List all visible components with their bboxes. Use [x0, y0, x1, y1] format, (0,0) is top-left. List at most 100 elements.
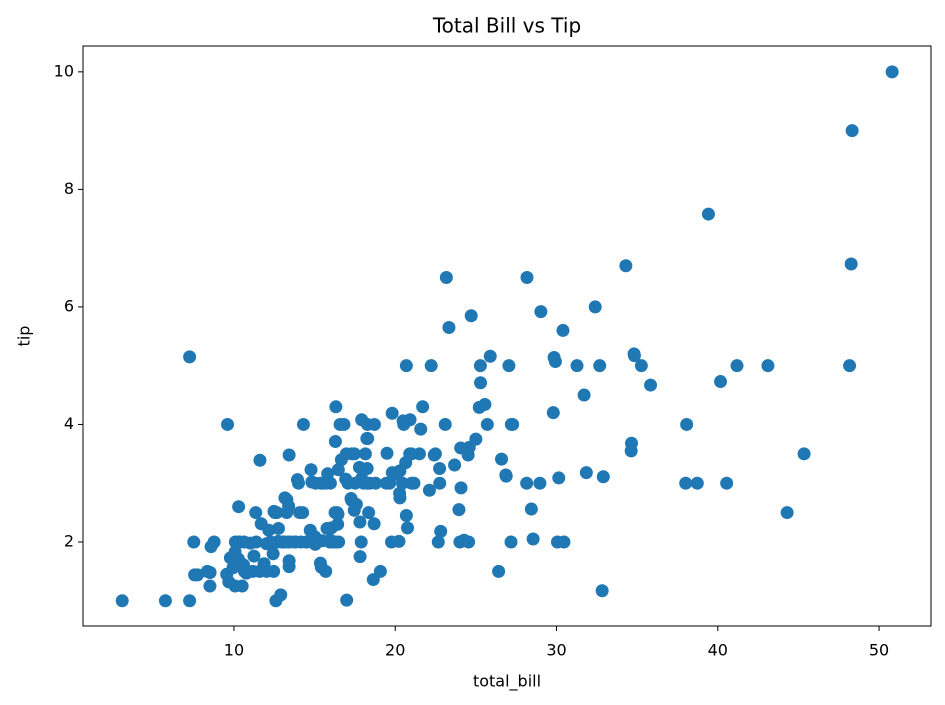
y-tick-label: 8	[64, 179, 74, 198]
point	[495, 452, 509, 466]
point	[547, 350, 561, 364]
point	[291, 476, 305, 490]
point	[304, 463, 318, 477]
point	[200, 564, 214, 578]
point	[340, 593, 354, 607]
point	[552, 471, 566, 485]
point	[461, 448, 475, 462]
point	[367, 417, 381, 431]
point	[570, 359, 584, 373]
chart-title: Total Bill vs Tip	[432, 14, 581, 38]
point	[499, 468, 513, 482]
point	[331, 517, 345, 531]
point	[480, 417, 494, 431]
point	[761, 359, 775, 373]
point	[367, 517, 381, 531]
point	[303, 523, 317, 537]
point	[296, 417, 310, 431]
point	[299, 535, 313, 549]
point	[433, 462, 447, 476]
point	[502, 359, 516, 373]
y-tick-label: 6	[64, 296, 74, 315]
point	[556, 323, 570, 337]
point	[187, 535, 201, 549]
point	[524, 502, 538, 516]
point	[362, 506, 376, 520]
point	[474, 376, 488, 390]
point	[353, 550, 367, 564]
point	[424, 359, 438, 373]
point	[797, 447, 811, 461]
y-tick-label: 4	[64, 414, 74, 433]
point	[393, 486, 407, 500]
point	[596, 470, 610, 484]
point	[400, 521, 414, 535]
point	[334, 453, 348, 467]
point	[385, 535, 399, 549]
point	[534, 305, 548, 319]
point	[405, 476, 419, 490]
point	[249, 535, 263, 549]
point	[228, 535, 242, 549]
point	[249, 506, 263, 520]
point	[395, 476, 409, 490]
point	[399, 509, 413, 523]
point	[269, 594, 283, 608]
x-tick-label: 40	[708, 641, 728, 660]
point	[271, 521, 285, 535]
point	[331, 463, 345, 477]
point	[239, 566, 253, 580]
point	[885, 65, 899, 79]
point	[282, 448, 296, 462]
point	[399, 359, 413, 373]
point	[452, 503, 466, 517]
point	[448, 458, 462, 472]
point	[328, 506, 342, 520]
point	[354, 535, 368, 549]
point	[262, 523, 276, 537]
point	[414, 422, 428, 436]
point	[439, 271, 453, 285]
point	[319, 564, 333, 578]
point	[634, 359, 648, 373]
point	[191, 568, 205, 582]
point	[379, 476, 393, 490]
point	[644, 378, 658, 392]
point	[282, 560, 296, 574]
point	[266, 547, 280, 561]
point	[280, 506, 294, 520]
x-axis-label: total_bill	[473, 672, 541, 692]
point	[247, 549, 261, 563]
point	[679, 476, 693, 490]
point	[520, 476, 534, 490]
point	[526, 532, 540, 546]
plot-frame	[82, 45, 932, 627]
point	[431, 535, 445, 549]
point	[844, 257, 858, 271]
point	[228, 579, 242, 593]
point	[416, 400, 430, 414]
point	[204, 540, 218, 554]
point	[504, 535, 518, 549]
point	[280, 493, 294, 507]
point	[627, 349, 641, 363]
point	[720, 476, 734, 490]
point	[690, 476, 704, 490]
point	[253, 564, 267, 578]
point	[454, 481, 468, 495]
point	[328, 434, 342, 448]
point	[380, 446, 394, 460]
point	[577, 388, 591, 402]
point	[473, 359, 487, 373]
point	[203, 579, 217, 593]
point	[714, 375, 728, 389]
point	[221, 417, 235, 431]
point	[360, 462, 374, 476]
point	[223, 551, 237, 565]
point	[366, 573, 380, 587]
point	[115, 594, 129, 608]
point	[347, 447, 361, 461]
x-tick-label: 30	[546, 641, 566, 660]
point	[344, 491, 358, 505]
